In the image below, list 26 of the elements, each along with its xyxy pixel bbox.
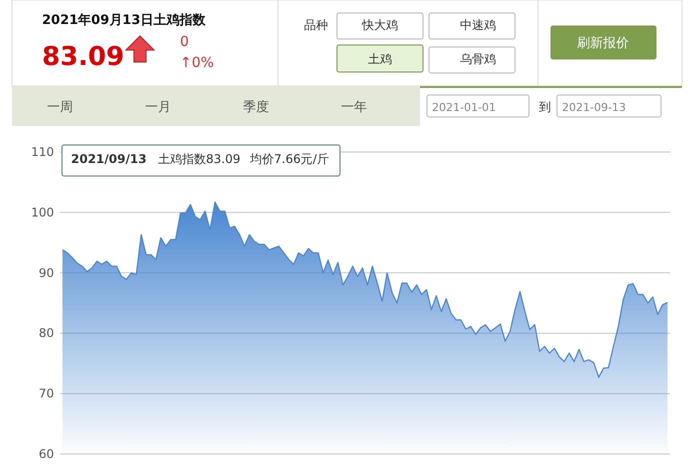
text: 季度 (243, 99, 269, 115)
text: ↑0% (180, 55, 214, 71)
text: 土鸡 (368, 52, 392, 66)
text: 品种 (304, 18, 328, 32)
annotation: 土鸡指数83.09 (158, 152, 240, 166)
text: 2021-01-01 (432, 101, 496, 114)
y-tick-label: 60 (38, 447, 54, 461)
text: 83.09 (42, 42, 124, 72)
annotation: 均价7.66元/斤 (249, 152, 329, 166)
annotation: 2021/09/13 (71, 152, 147, 166)
y-tick-label: 70 (38, 386, 54, 401)
y-tick-label: 110 (31, 145, 54, 159)
text: 快大鸡 (361, 18, 398, 32)
text: 0 (180, 34, 189, 50)
text: 一月 (145, 100, 171, 115)
y-tick-label: 80 (38, 326, 54, 340)
text: 一周 (47, 100, 73, 115)
chart-title: 2021年09月13日土鸡指数 (42, 13, 206, 28)
text: 2021-09-13 (562, 101, 626, 114)
text: 刷新报价 (577, 36, 629, 51)
y-tick-label: 100 (31, 205, 54, 220)
text: 一年 (341, 100, 367, 115)
text: 乌骨鸡 (460, 52, 496, 66)
text: 到 (539, 100, 551, 114)
text: 中速鸡 (460, 18, 496, 32)
y-tick-label: 90 (38, 266, 54, 280)
